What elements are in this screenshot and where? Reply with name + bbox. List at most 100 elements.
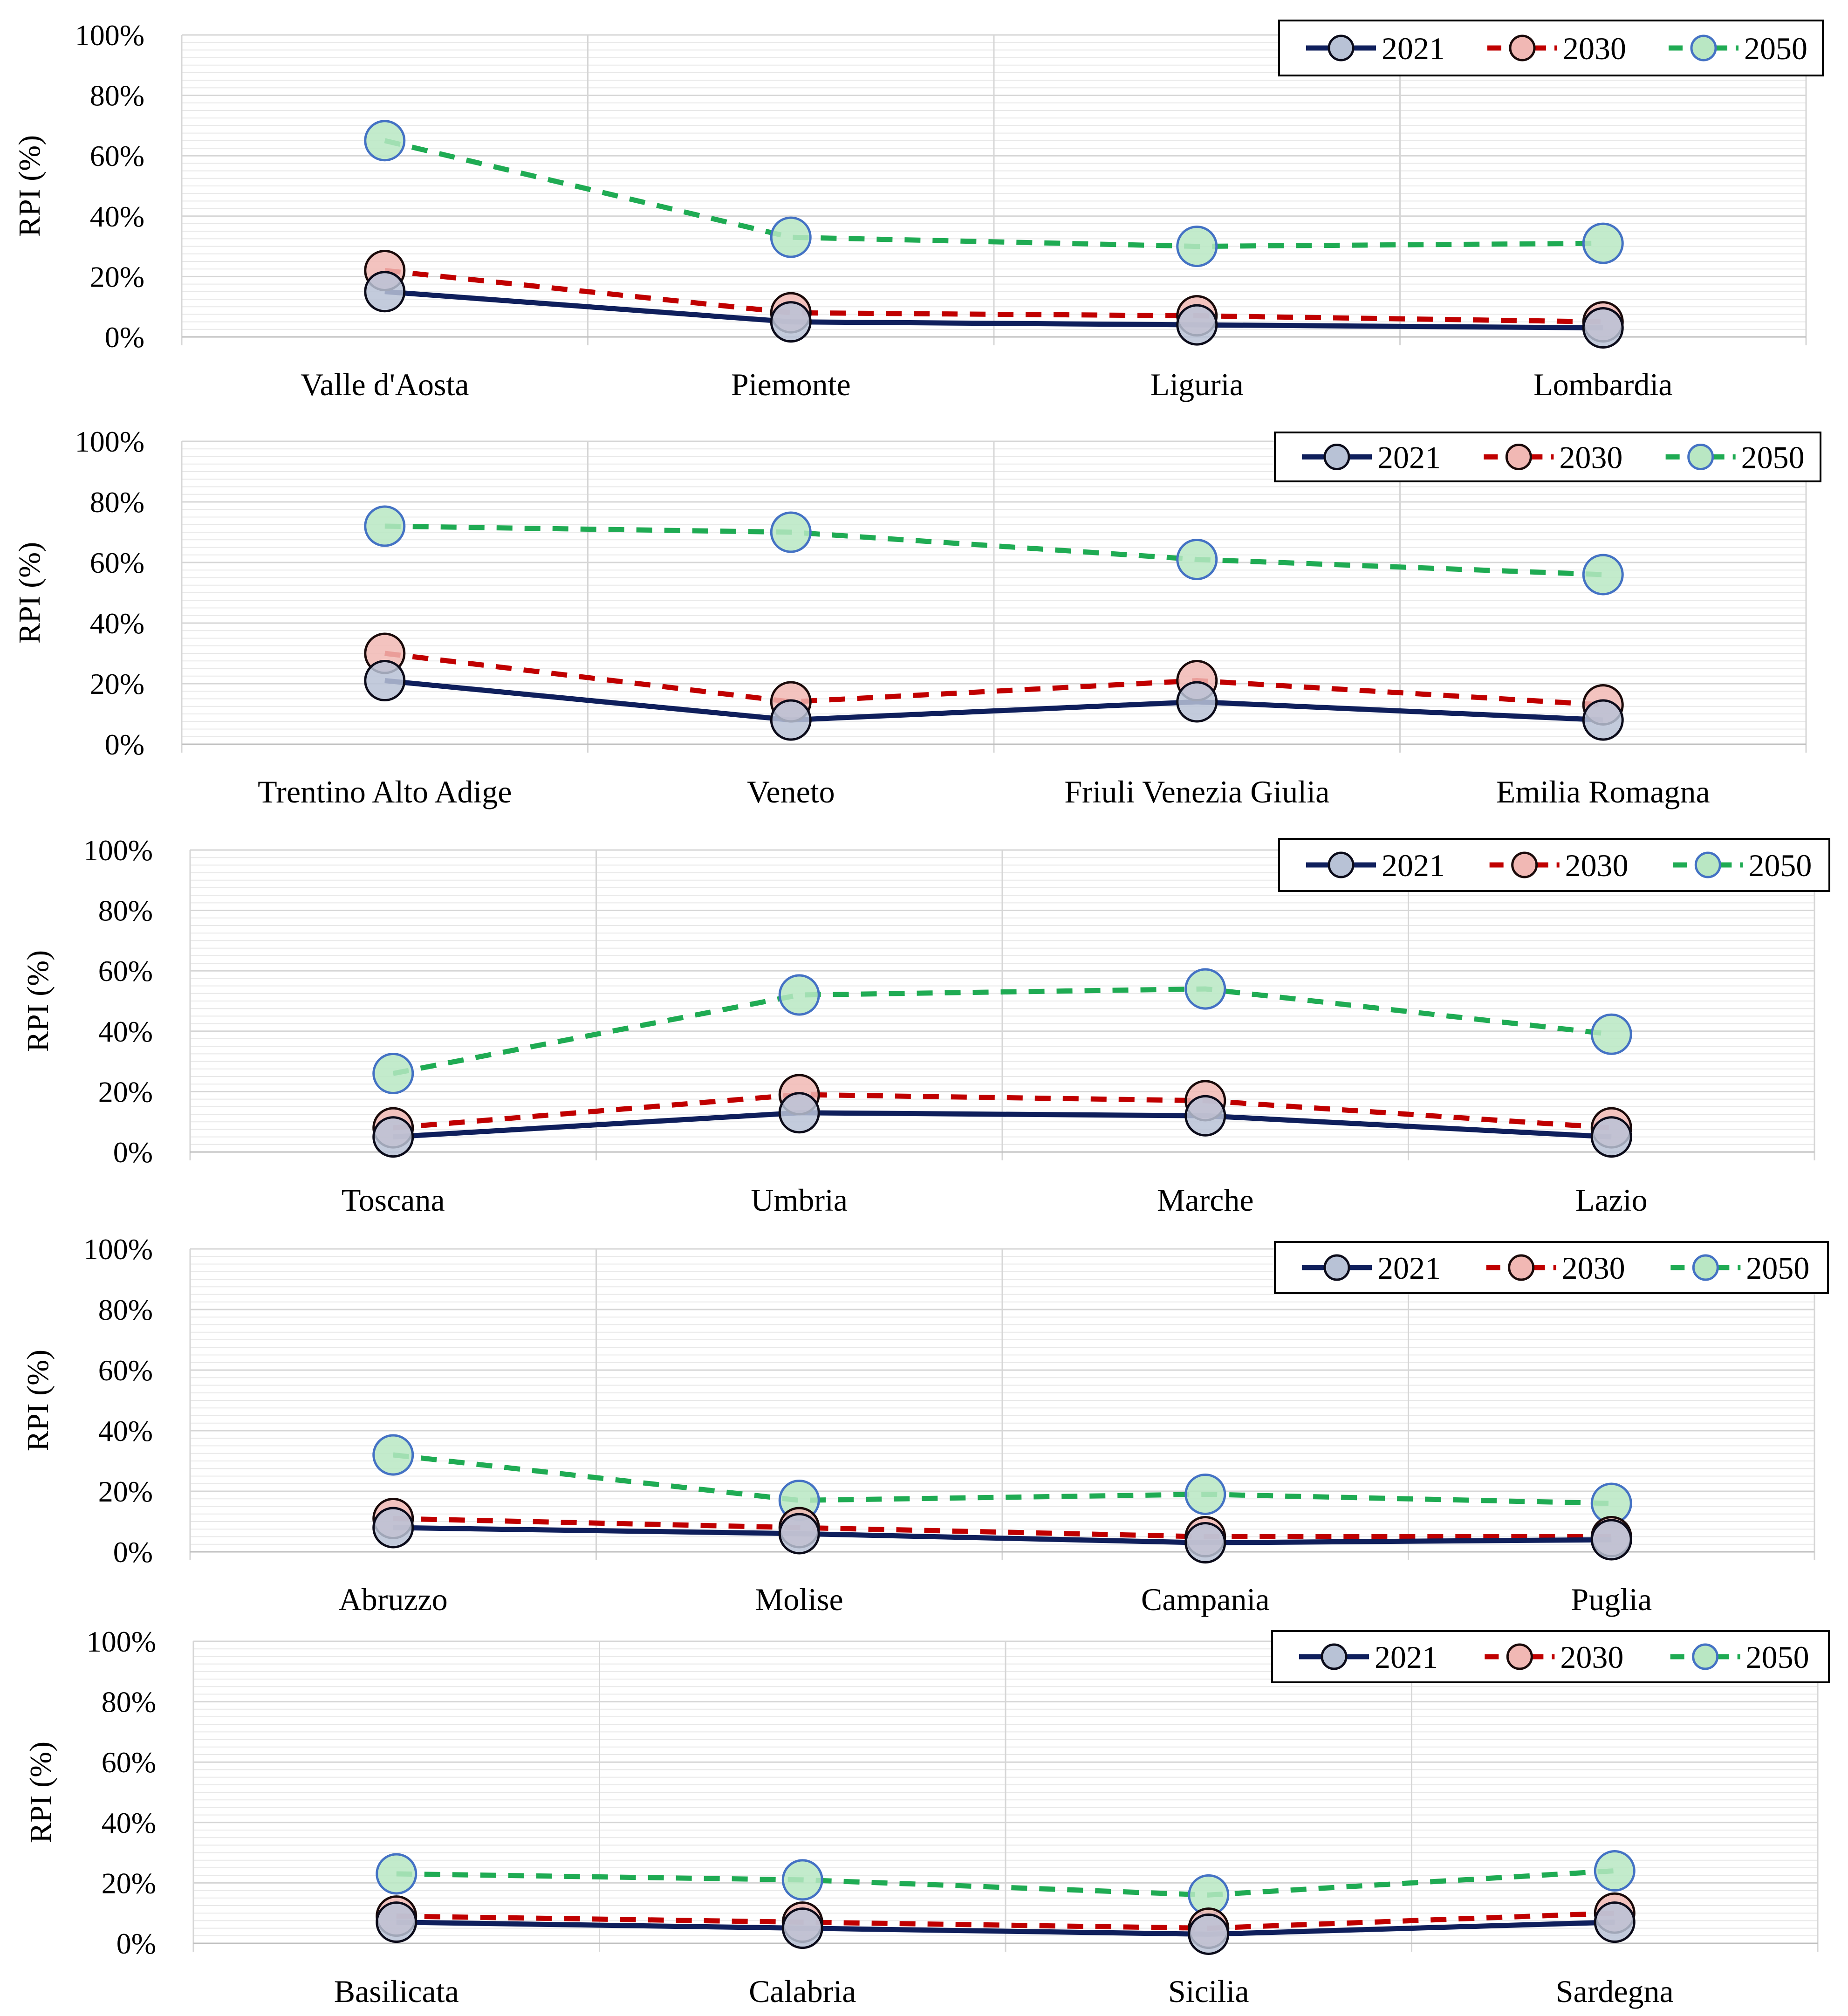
series-line-2030 [384, 267, 1603, 325]
category-label: Toscana [342, 1182, 445, 1218]
data-point-2021 [1590, 1519, 1632, 1561]
category-label: Veneto [747, 774, 835, 809]
legend-label-2050: 2050 [1746, 1639, 1809, 1675]
y-tick-label: 100% [75, 425, 144, 458]
data-point-2050 [770, 511, 812, 553]
series-line-2030 [384, 651, 1603, 707]
data-point-2021 [376, 1901, 418, 1943]
y-tick-label: 60% [98, 1354, 153, 1387]
data-point-2050 [376, 1853, 418, 1895]
data-point-2050 [781, 1859, 823, 1901]
data-point-2050 [1590, 1013, 1632, 1055]
data-point-2021 [1176, 304, 1218, 346]
legend: 2021 2030 2050 [1271, 1630, 1830, 1683]
category-label: Abruzzo [339, 1582, 448, 1617]
legend-marker-2050 [1692, 1643, 1719, 1670]
data-point-2050 [1582, 554, 1624, 596]
y-tick-label: 100% [83, 834, 153, 867]
legend: 2021 2030 2050 [1278, 20, 1824, 76]
data-point-2050 [1582, 222, 1624, 264]
data-point-2021 [1188, 1913, 1230, 1955]
series-line-2021 [393, 1110, 1612, 1140]
data-point-2050 [364, 120, 406, 162]
category-label: Puglia [1571, 1582, 1652, 1617]
legend-label-2030: 2030 [1563, 31, 1626, 66]
category-label: Valle d'Aosta [301, 367, 469, 402]
legend-marker-2050 [1692, 1254, 1719, 1281]
y-tick-label: 0% [105, 321, 144, 354]
data-point-2050 [778, 974, 820, 1016]
data-point-2050 [372, 1053, 414, 1095]
chart-panel-1: 0% 20% 40% 60% 80% 100% RPI (%) Valle d'Aosta Pi… [13, 19, 1824, 402]
category-label: Emilia Romagna [1496, 774, 1710, 809]
y-tick-label: 60% [102, 1746, 156, 1779]
legend-marker-2050 [1690, 34, 1717, 62]
data-point-2021 [1176, 681, 1218, 723]
data-point-2050 [372, 1434, 414, 1476]
legend-marker-2030 [1508, 1254, 1535, 1281]
data-point-2021 [372, 1116, 414, 1158]
y-tick-label: 20% [98, 1475, 153, 1508]
category-label: Lazio [1575, 1182, 1648, 1218]
legend-label-2050: 2050 [1746, 1250, 1809, 1286]
category-label: Campania [1141, 1582, 1270, 1617]
data-point-2050 [1184, 968, 1226, 1010]
data-point-2050 [1176, 226, 1218, 267]
series-line-2021 [384, 289, 1603, 331]
y-tick-label: 0% [116, 1927, 156, 1960]
data-point-2021 [778, 1513, 820, 1555]
data-point-2021 [770, 699, 812, 741]
chart-panel-2: 0% 20% 40% 60% 80% 100% RPI (%) Trentino Alto A… [13, 425, 1821, 809]
legend-marker-2050 [1687, 444, 1714, 470]
y-tick-label: 100% [75, 19, 144, 52]
series-line-2021 [384, 678, 1603, 723]
y-axis-title: RPI (%) [13, 135, 47, 237]
data-point-2021 [1184, 1522, 1226, 1563]
y-axis-title: RPI (%) [24, 1742, 58, 1843]
legend-label-2050: 2050 [1741, 440, 1805, 475]
series-line-2050 [393, 1452, 1612, 1506]
category-label: Friuli Venezia Giulia [1064, 774, 1329, 809]
data-point-2050 [1176, 539, 1218, 580]
y-tick-label: 40% [102, 1806, 156, 1839]
series-line-2030 [396, 1910, 1615, 1931]
chart-panel-3: 0% 20% 40% 60% 80% 100% RPI (%) Toscana Umbria Ma… [21, 834, 1830, 1218]
y-tick-label: 20% [102, 1866, 156, 1899]
legend-label-2021: 2021 [1375, 1639, 1438, 1675]
y-tick-label: 80% [90, 486, 144, 519]
chart-panel-4: 0% 20% 40% 60% 80% 100% RPI (%) Abruzzo Molise Ca… [21, 1233, 1829, 1617]
y-tick-label: 60% [90, 546, 144, 579]
legend-marker-2030 [1505, 444, 1532, 470]
y-tick-label: 60% [90, 139, 144, 172]
series-line-2030 [393, 1516, 1612, 1539]
legend-marker-2030 [1506, 1643, 1533, 1670]
category-label: Liguria [1150, 367, 1244, 402]
data-point-2021 [770, 301, 812, 343]
chart-panel-5: 0% 20% 40% 60% 80% 100% RPI (%) Basilicata Calab… [24, 1625, 1830, 2009]
y-tick-label: 40% [98, 1414, 153, 1447]
y-axis-title: RPI (%) [21, 1350, 55, 1451]
data-point-2021 [364, 660, 406, 701]
legend-label-2021: 2021 [1377, 440, 1441, 475]
y-tick-label: 100% [83, 1233, 153, 1266]
legend: 2021 2030 2050 [1274, 432, 1821, 482]
y-tick-label: 80% [102, 1686, 156, 1719]
data-point-2021 [364, 271, 406, 313]
data-point-2050 [1184, 1474, 1226, 1515]
y-tick-label: 40% [98, 1015, 153, 1048]
category-label: Molise [755, 1582, 843, 1617]
data-point-2050 [364, 505, 406, 547]
data-point-2021 [1582, 699, 1624, 741]
legend-label-2021: 2021 [1377, 1250, 1441, 1286]
legend: 2021 2030 2050 [1278, 838, 1830, 892]
series-line-2050 [392, 986, 1612, 1076]
category-label: Lombardia [1533, 367, 1672, 402]
series-line-2021 [393, 1525, 1612, 1545]
series-line-2050 [396, 1868, 1615, 1898]
data-point-2021 [1590, 1116, 1632, 1158]
legend-label-2030: 2030 [1559, 440, 1622, 475]
data-point-2021 [372, 1507, 414, 1549]
data-point-2021 [1184, 1095, 1226, 1137]
y-tick-label: 0% [113, 1536, 153, 1569]
